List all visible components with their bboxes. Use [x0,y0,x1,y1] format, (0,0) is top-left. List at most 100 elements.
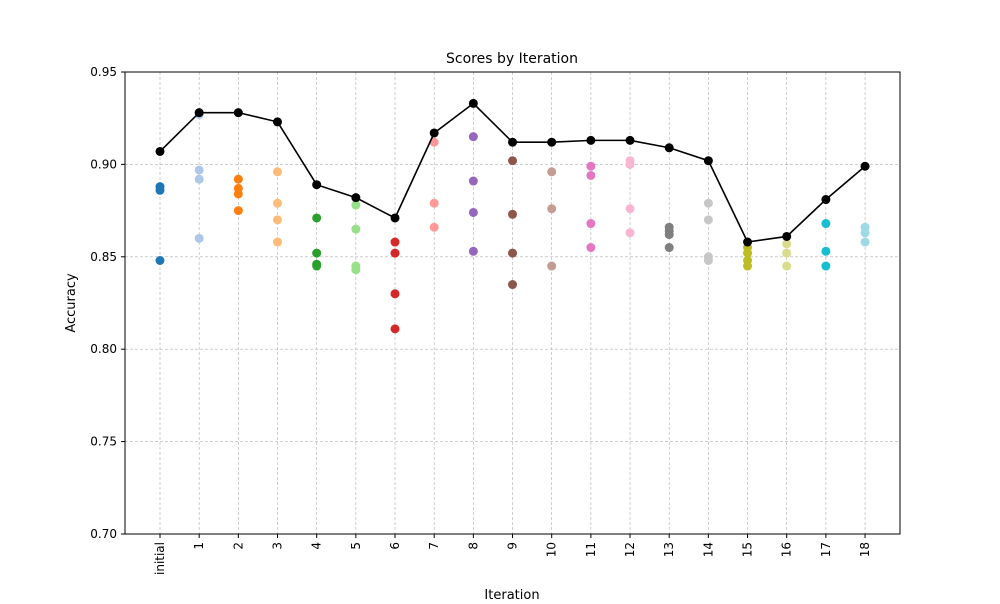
scatter-point [429,198,439,208]
scatter-point [351,224,361,234]
y-tick-label: 0.85 [90,250,117,264]
scatter-point [586,170,596,180]
best-score-point [273,117,283,127]
scatter-point [782,248,792,258]
scatter-point [468,246,478,256]
scatter-point [194,165,204,175]
best-score-point [233,108,243,118]
scatter-point [508,156,518,166]
x-tick-label: 18 [858,542,872,557]
best-score-point [821,195,831,205]
scatter-point [664,243,674,253]
scatter-point [194,233,204,243]
scatter-point [547,204,557,214]
scatter-point [273,237,283,247]
scatter-point [821,246,831,256]
scatter-point [429,222,439,232]
x-tick-label: 5 [349,542,363,550]
scatter-point [312,248,322,258]
best-score-point [664,143,674,153]
scatter-point [547,167,557,177]
scatter-point [273,198,283,208]
scatter-point [508,280,518,290]
scatter-point [468,176,478,186]
best-score-point [703,156,713,166]
scatter-point [155,185,165,195]
scatter-point [468,207,478,217]
scatter-point [625,204,635,214]
y-tick-label: 0.80 [90,342,117,356]
x-tick-label: 12 [623,542,637,557]
x-tick-label: 14 [701,542,715,557]
grid-layer [125,71,900,535]
scatter-point [273,215,283,225]
best-score-point [547,137,557,147]
scatter-point [508,209,518,219]
scatter-point [508,248,518,258]
y-tick-label: 0.90 [90,157,117,171]
best-score-point [429,128,439,138]
scatter-point [782,261,792,271]
scatter-point [233,206,243,216]
scatter-point [273,167,283,177]
scatter-point [586,243,596,253]
x-tick-label: 17 [819,542,833,557]
best-score-point [155,146,165,156]
best-score-point [625,135,635,145]
y-tick-label: 0.95 [90,65,117,79]
best-score-point [743,237,753,247]
y-tick-label: 0.70 [90,527,117,541]
scatter-point [821,261,831,271]
scatter-point [351,200,361,210]
x-tick-label: 2 [231,542,245,550]
scatter-point [312,261,322,271]
x-tick-label: 16 [780,542,794,557]
scatter-point [390,324,400,334]
scatter-point [743,248,753,258]
best-score-point [194,108,204,118]
scatter-point [782,239,792,249]
best-score-point [351,193,361,203]
x-tick-label: 3 [271,542,285,550]
best-score-point [390,213,400,223]
scatter-point [703,198,713,208]
best-score-point [468,98,478,108]
x-axis-label: Iteration [484,588,539,600]
y-axis-label: Accuracy [64,273,79,333]
best-score-point [586,135,596,145]
scatter-point [390,248,400,258]
y-tick-label: 0.75 [90,435,117,449]
scatter-point [860,228,870,238]
best-score-line [155,98,870,247]
scatter-point [586,161,596,171]
scatter-point [390,237,400,247]
x-tick-label: 6 [388,542,402,550]
x-tick-label: 11 [584,542,598,557]
scatter-point [351,265,361,275]
best-score-point [312,180,322,190]
best-score-point [508,137,518,147]
x-tick-label: 4 [310,542,324,550]
x-tick-label: 9 [506,542,520,550]
scatter-point [547,261,557,271]
chart-title: Scores by Iteration [446,51,578,67]
scatter-point [155,255,165,265]
x-tick-label: 1 [192,542,206,550]
x-tick-label: 7 [427,542,441,550]
scatter-point [625,228,635,238]
best-score-point [860,161,870,171]
scatter-point [233,174,243,184]
best-score-point [782,231,792,241]
scatter-point [625,159,635,169]
scatter-point [860,237,870,247]
scatter-point [390,289,400,299]
scatter-point [468,132,478,142]
scatter-point [233,189,243,199]
scatter-point [312,213,322,223]
scatter-point [429,137,439,147]
scatter-point [743,261,753,271]
x-tick-label: 15 [741,542,755,557]
